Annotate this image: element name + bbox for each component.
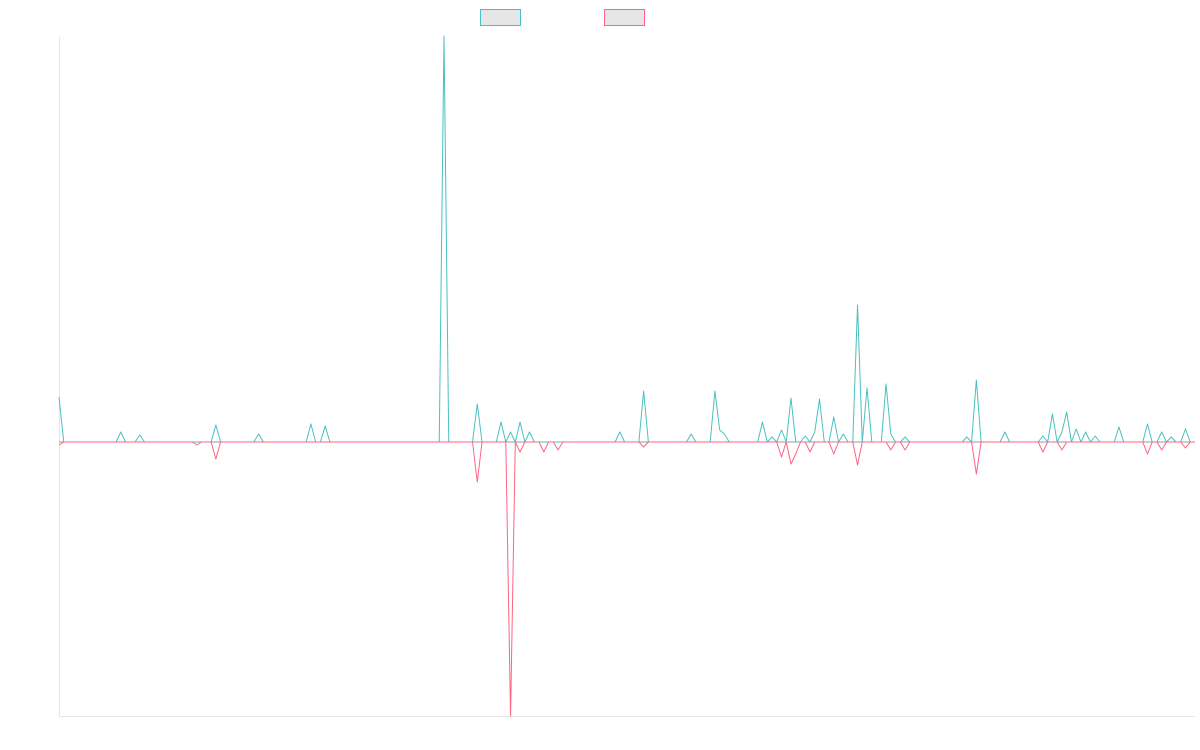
legend-swatch	[604, 9, 645, 26]
series-line	[58, 35, 1195, 443]
legend-swatch	[480, 9, 521, 26]
series-line	[58, 441, 1195, 717]
